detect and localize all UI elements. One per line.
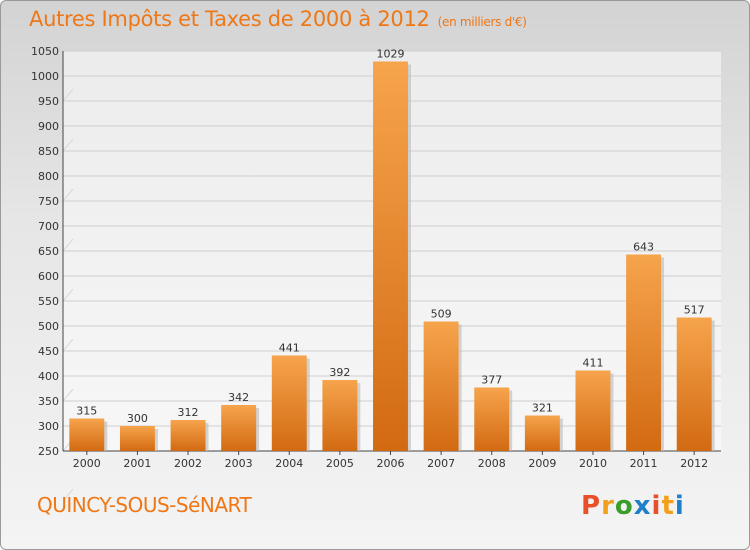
- x-tick-label: 2000: [73, 457, 101, 470]
- bar-2002[interactable]: [170, 420, 206, 451]
- x-tick-label: 2002: [174, 457, 202, 470]
- y-tick-label: 750: [38, 195, 59, 208]
- bar-value-label: 321: [532, 402, 553, 415]
- y-tick-label: 1050: [31, 45, 59, 58]
- bar-2011[interactable]: [626, 254, 662, 452]
- axis-hatch: [62, 188, 74, 202]
- bar-2004[interactable]: [271, 355, 307, 452]
- logo-letter: P: [581, 491, 602, 521]
- bar-2008[interactable]: [474, 387, 510, 452]
- y-tick-label: 400: [38, 370, 59, 383]
- x-tick-label: 2004: [275, 457, 303, 470]
- axis-hatch: [62, 388, 74, 402]
- bar-value-label: 342: [228, 391, 249, 404]
- x-tick-label: 2012: [680, 457, 708, 470]
- x-tick-label: 2003: [225, 457, 253, 470]
- bar-value-label: 1029: [377, 48, 405, 61]
- x-tick-label: 2005: [326, 457, 354, 470]
- y-tick-label: 800: [38, 170, 59, 183]
- bar-value-label: 643: [633, 241, 654, 254]
- y-tick-label: 300: [38, 420, 59, 433]
- y-tick-label: 700: [38, 220, 59, 233]
- x-tick-label: 2011: [630, 457, 658, 470]
- logo-letter: i: [674, 491, 685, 521]
- bar-value-label: 509: [431, 308, 452, 321]
- bar-2001[interactable]: [119, 426, 155, 451]
- axis-hatch: [62, 288, 74, 302]
- y-tick-label: 850: [38, 145, 59, 158]
- bar-2007[interactable]: [423, 321, 459, 452]
- chart-title: Autres Impôts et Taxes de 2000 à 2012: [29, 7, 430, 31]
- bar-2005[interactable]: [322, 380, 358, 451]
- y-tick-label: 900: [38, 120, 59, 133]
- y-axis-ticks: 250 300 350 400 450 500 550 600 650 700 750 800 850 9…: [31, 45, 59, 458]
- bar-value-label: 411: [582, 357, 603, 370]
- proxiti-logo[interactable]: Proxiti: [581, 491, 685, 521]
- logo-letter: x: [633, 491, 652, 521]
- bar-2010[interactable]: [575, 370, 611, 452]
- y-tick-label: 500: [38, 320, 59, 333]
- bar-2009[interactable]: [524, 415, 560, 452]
- axis-hatch: [62, 138, 74, 152]
- axis-hatch: [62, 238, 74, 252]
- x-tick-label: 2006: [377, 457, 405, 470]
- y-tick-label: 550: [38, 295, 59, 308]
- chart-title-row: Autres Impôts et Taxes de 2000 à 2012 (en…: [29, 7, 527, 31]
- y-tick-label: 600: [38, 270, 59, 283]
- y-tick-label: 1000: [31, 70, 59, 83]
- logo-letter: r: [601, 491, 615, 521]
- chart-subtitle: (en milliers d'€): [437, 15, 527, 29]
- bar-2000[interactable]: [69, 418, 105, 452]
- bar-value-label: 441: [279, 342, 300, 355]
- bar-2003[interactable]: [221, 405, 257, 451]
- bar-value-label: 300: [127, 412, 148, 425]
- bar-2006[interactable]: [373, 61, 408, 452]
- y-tick-label: 950: [38, 95, 59, 108]
- bar-value-label: 315: [76, 405, 97, 418]
- axis-hatch: [62, 338, 74, 352]
- bar-2012[interactable]: [676, 317, 712, 452]
- y-tick-label: 250: [38, 445, 59, 458]
- y-tick-label: 650: [38, 245, 59, 258]
- y-tick-label: 450: [38, 345, 59, 358]
- bar-value-label: 392: [329, 366, 350, 379]
- bar-value-label: 517: [684, 304, 705, 317]
- x-tick-label: 2007: [427, 457, 455, 470]
- bar-value-label: 377: [481, 374, 502, 387]
- axis-hatch: [62, 488, 74, 502]
- data-labels: 315 300 312 342 441 392 1029 509 377 321 411 643 517: [76, 48, 704, 426]
- bar-value-label: 312: [178, 406, 199, 419]
- x-tick-label: 2010: [579, 457, 607, 470]
- bars-group: [69, 61, 715, 452]
- logo-letter: i: [651, 491, 662, 521]
- town-name: QUINCY-SOUS-SéNART: [37, 493, 252, 517]
- x-tick-label: 2001: [123, 457, 151, 470]
- y-tick-label: 350: [38, 395, 59, 408]
- axis-hatch: [62, 88, 74, 102]
- logo-letter: o: [614, 491, 634, 521]
- x-axis-ticks: 2000 2001 2002 2003 2004 2005 2006 2007 2008 2009…: [73, 451, 708, 470]
- x-tick-label: 2008: [478, 457, 506, 470]
- logo-letter: t: [661, 491, 675, 521]
- x-tick-label: 2009: [528, 457, 556, 470]
